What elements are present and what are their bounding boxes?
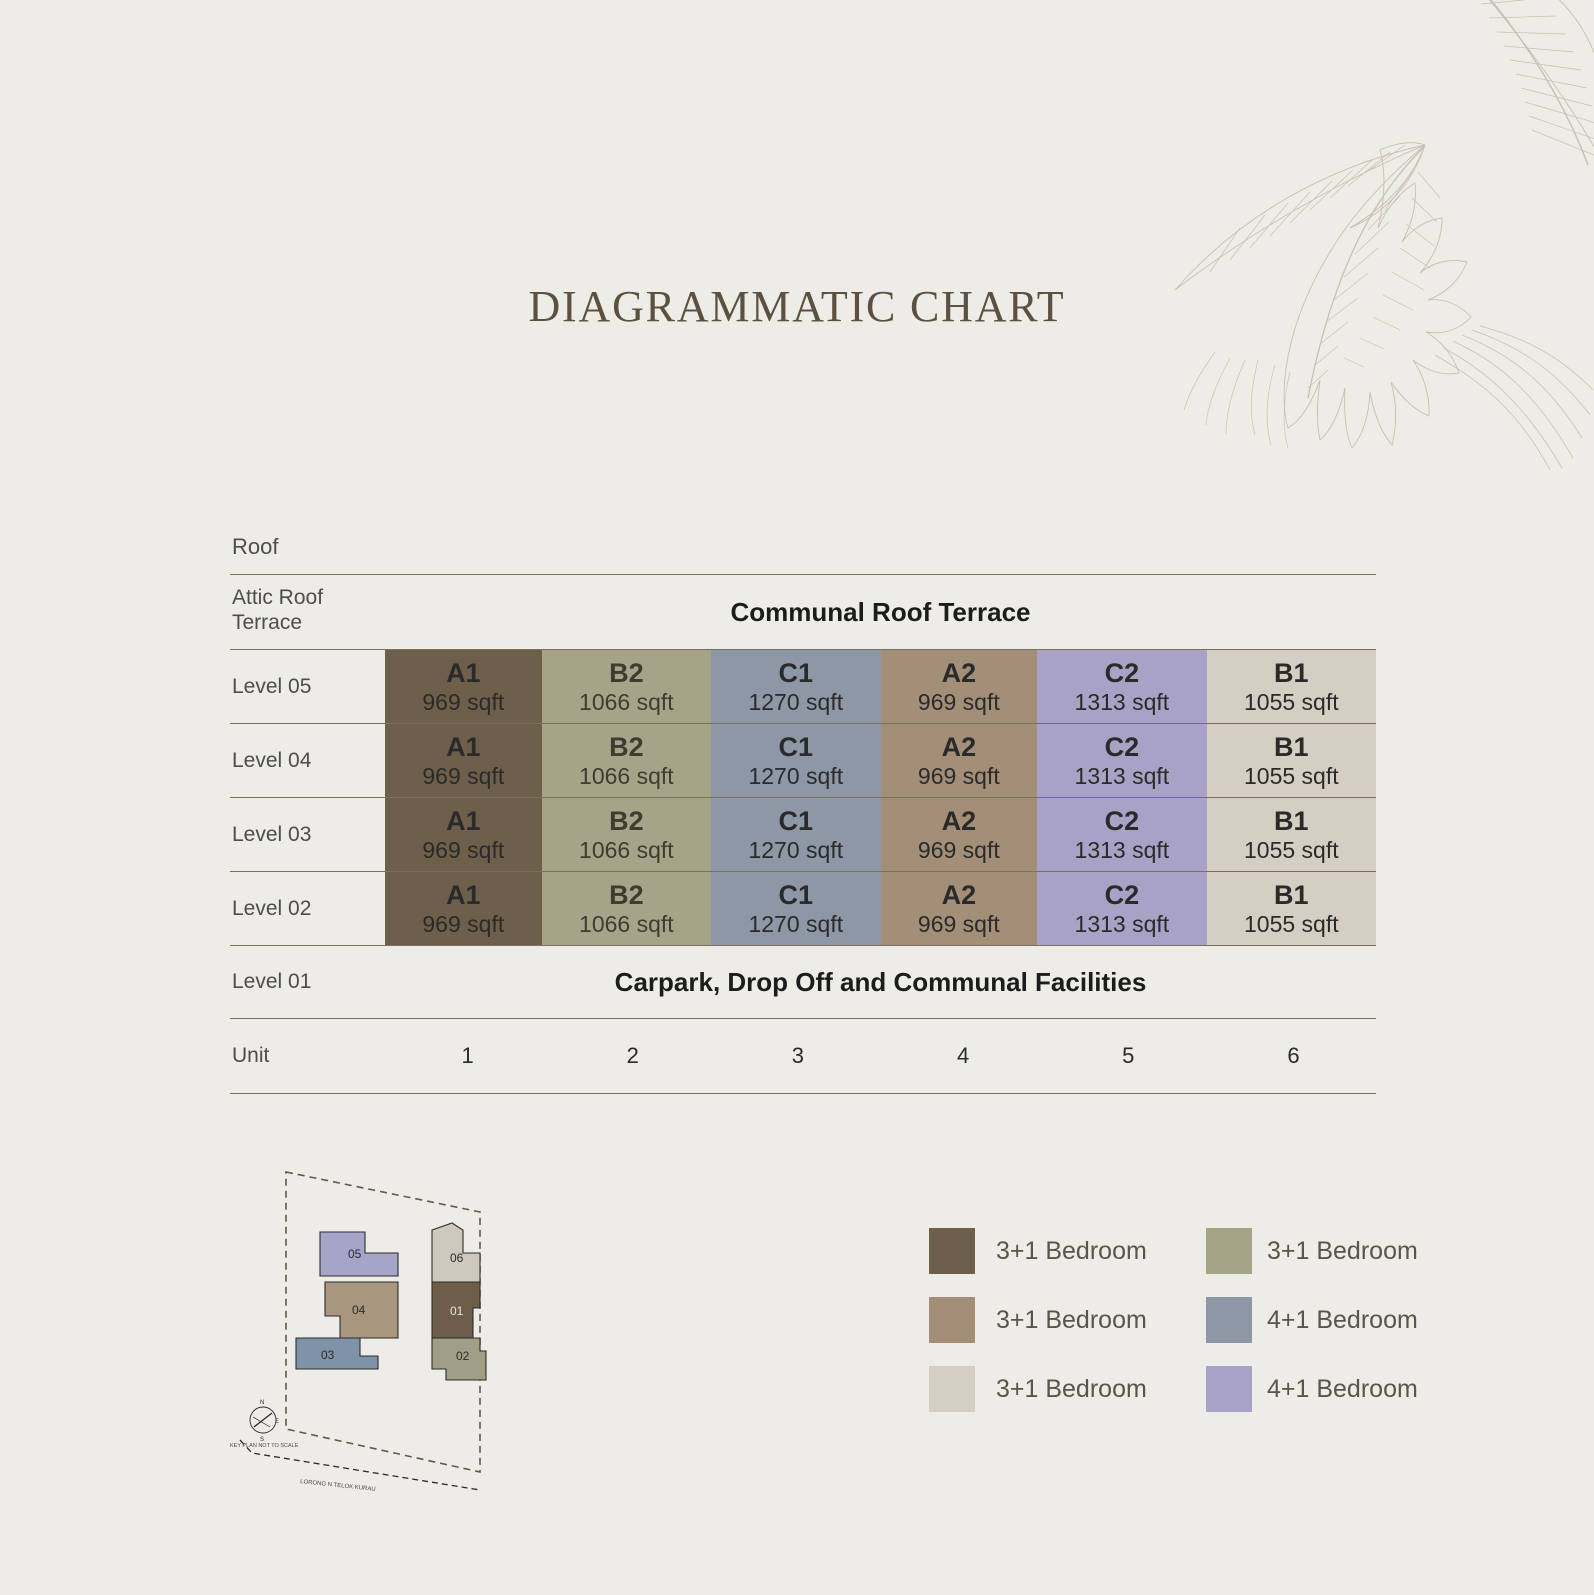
svg-text:LORONG N TELOK KURAU: LORONG N TELOK KURAU [300,1479,376,1493]
svg-text:05: 05 [348,1247,362,1261]
svg-text:06: 06 [450,1251,464,1265]
svg-text:01: 01 [450,1304,464,1318]
svg-text:E: E [275,1419,279,1425]
svg-text:N: N [260,1400,264,1406]
svg-text:03: 03 [321,1348,335,1362]
svg-text:KEY PLAN NOT TO SCALE: KEY PLAN NOT TO SCALE [230,1443,299,1449]
svg-text:02: 02 [456,1349,470,1363]
svg-text:04: 04 [352,1303,366,1317]
